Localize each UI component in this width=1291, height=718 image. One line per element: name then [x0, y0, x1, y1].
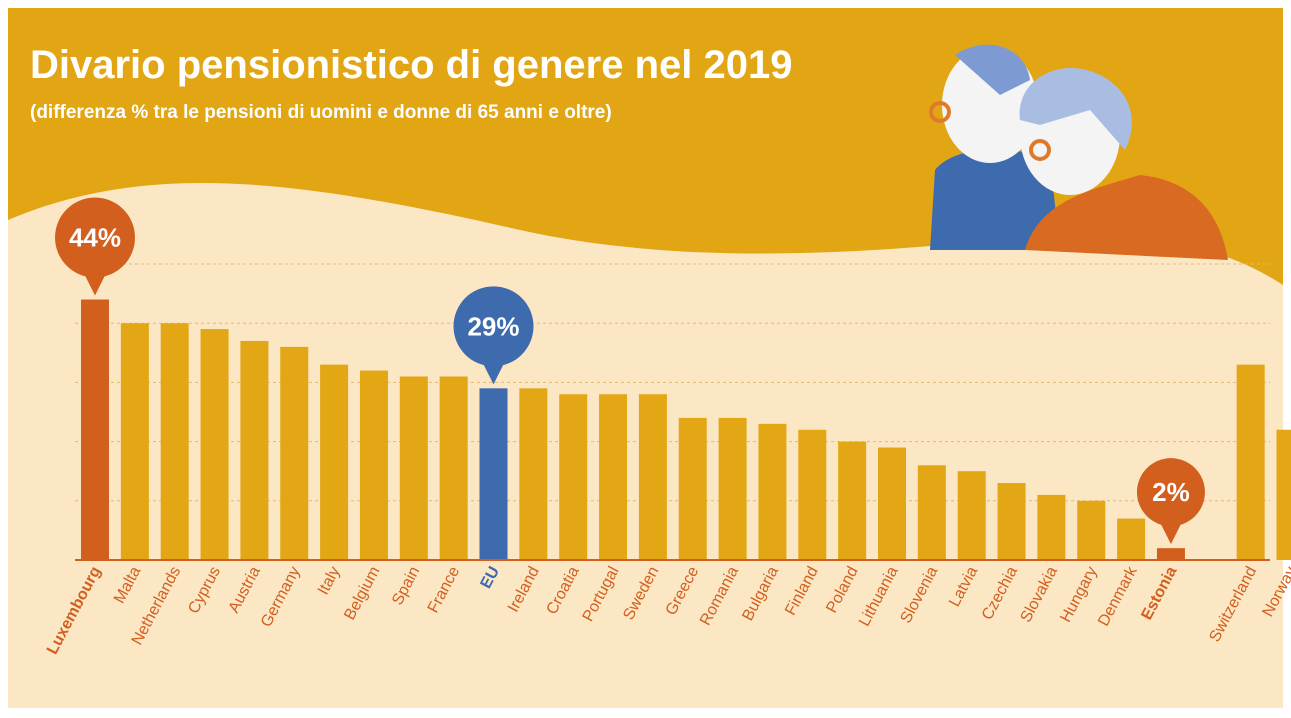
glasses [929, 101, 951, 123]
bar [399, 376, 428, 560]
value-label: 29% [467, 311, 519, 341]
bar [1037, 494, 1066, 560]
bar [917, 465, 946, 560]
bar [81, 299, 109, 560]
callout-bubble [55, 197, 135, 278]
bar [718, 417, 747, 560]
bar [280, 346, 309, 560]
bar [1236, 364, 1265, 560]
bar [1117, 518, 1146, 560]
bar [160, 323, 189, 560]
callout-bubble [1136, 458, 1205, 527]
chart-title: Divario pensionistico di genere nel 2019 [30, 43, 792, 87]
bar [638, 394, 667, 560]
bar [479, 388, 508, 560]
callout-bubble [453, 286, 534, 367]
bar [1276, 429, 1291, 560]
illustration [929, 44, 1228, 260]
callout-pointer [83, 271, 107, 296]
bar [1156, 548, 1185, 560]
bar [758, 423, 787, 560]
callout-pointer [481, 360, 506, 385]
bar [878, 447, 906, 560]
bar [957, 471, 986, 560]
bar [519, 388, 548, 560]
value-label: 2% [1152, 477, 1190, 507]
callout-pointer [1158, 520, 1183, 545]
man-hair [955, 44, 1030, 95]
bar [200, 329, 229, 560]
bar [120, 323, 149, 560]
bar [559, 394, 588, 560]
bar [359, 370, 388, 560]
bar [678, 417, 707, 560]
bar [240, 340, 269, 560]
man-body [930, 149, 1060, 250]
bar [599, 394, 628, 560]
bar [439, 376, 468, 560]
woman-body [1025, 175, 1228, 260]
woman-hair [1019, 67, 1132, 150]
bar [997, 483, 1026, 560]
bar [320, 364, 349, 560]
bar [1077, 500, 1106, 560]
glasses [1029, 139, 1051, 161]
chart-subtitle: (differenza % tra le pensioni di uomini … [30, 102, 612, 123]
bar [798, 429, 827, 560]
value-label: 44% [69, 223, 121, 253]
bar [838, 441, 867, 560]
